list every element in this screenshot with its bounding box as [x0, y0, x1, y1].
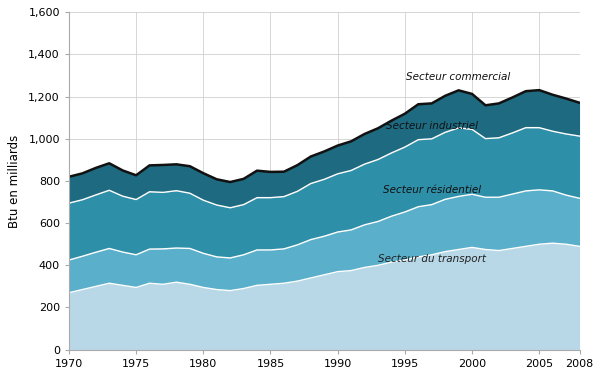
Text: Secteur du transport: Secteur du transport	[377, 254, 486, 264]
Text: Secteur commercial: Secteur commercial	[406, 72, 510, 82]
Text: Secteur industriel: Secteur industriel	[386, 121, 478, 131]
Y-axis label: Btu en milliards: Btu en milliards	[8, 134, 21, 228]
Text: Secteur résidentiel: Secteur résidentiel	[383, 185, 481, 195]
